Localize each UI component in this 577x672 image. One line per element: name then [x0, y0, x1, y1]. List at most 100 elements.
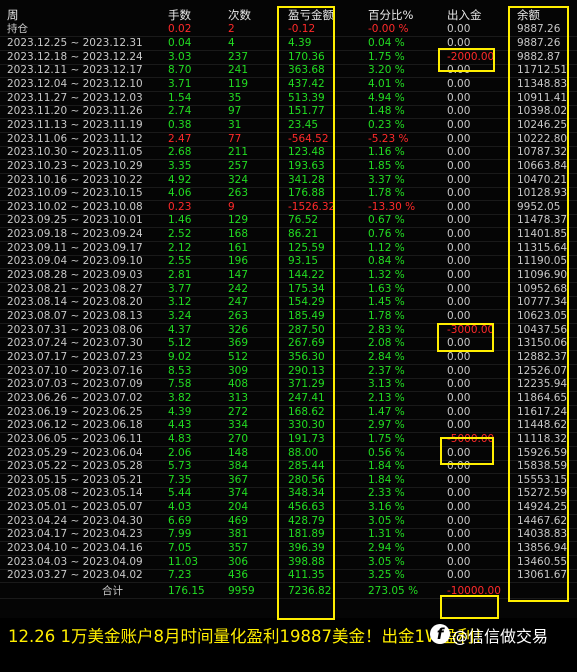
balance: 9882.87 — [517, 50, 561, 63]
trades: 270 — [228, 432, 249, 445]
highlight-box — [440, 437, 494, 465]
highlight-box — [440, 595, 499, 619]
trades: 241 — [228, 64, 249, 77]
balance: 10952.68 — [517, 282, 568, 295]
lots: 3.77 — [168, 282, 192, 295]
trades: 408 — [228, 378, 249, 391]
lots: 2.74 — [168, 105, 192, 118]
week: 2023.07.17 ~ 2023.07.23 — [7, 350, 143, 363]
column-header: 余额 — [517, 8, 540, 22]
deposit-withdraw: 0.00 — [447, 23, 471, 35]
week: 2023.11.20 ~ 2023.11.26 — [7, 105, 143, 118]
percent: 1.48 % — [368, 105, 405, 118]
profit: 125.59 — [288, 241, 325, 254]
trades: 272 — [228, 405, 249, 418]
profit: -0.12 — [288, 23, 316, 35]
profit: 428.79 — [288, 514, 325, 527]
deposit-withdraw: 0.00 — [447, 77, 471, 90]
balance: 10911.41 — [517, 91, 568, 104]
week: 2023.04.03 ~ 2023.04.09 — [7, 555, 143, 568]
profit: 23.45 — [288, 118, 319, 131]
week: 2023.07.10 ~ 2023.07.16 — [7, 364, 143, 377]
lots: 0.23 — [168, 200, 192, 213]
row-separator — [0, 541, 577, 543]
trades: 168 — [228, 228, 249, 241]
balance: 11096.90 — [517, 269, 568, 282]
percent: -5.23 % — [368, 132, 409, 145]
trades: 324 — [228, 173, 249, 186]
lots: 2.52 — [168, 228, 192, 241]
balance: 11348.83 — [517, 77, 568, 90]
lots: 4.83 — [168, 432, 192, 445]
deposit-withdraw: 0.00 — [447, 296, 471, 309]
trades: 237 — [228, 50, 249, 63]
balance: 12235.94 — [517, 378, 568, 391]
lots: 5.44 — [168, 487, 192, 500]
lots: 4.92 — [168, 173, 192, 186]
lots: 2.81 — [168, 269, 192, 282]
balance: 9887.26 — [517, 37, 561, 49]
profit: 151.77 — [288, 105, 325, 118]
row-separator — [0, 418, 577, 420]
deposit-withdraw: 0.00 — [447, 419, 471, 432]
percent: 3.20 % — [368, 64, 405, 77]
lots: 3.12 — [168, 296, 192, 309]
balance: 10623.05 — [517, 310, 568, 322]
balance: 11864.65 — [517, 391, 568, 404]
row-separator — [0, 254, 577, 256]
profit: 76.52 — [288, 214, 319, 227]
trades: 263 — [228, 310, 249, 322]
deposit-withdraw: 0.00 — [447, 528, 471, 541]
profit: 287.50 — [288, 323, 325, 336]
percent: 1.63 % — [368, 282, 405, 295]
trades: 196 — [228, 255, 249, 268]
row-separator — [0, 241, 577, 243]
week: 2023.04.17 ~ 2023.04.23 — [7, 528, 143, 541]
profit: 280.56 — [288, 473, 325, 486]
percent: 3.16 % — [368, 501, 405, 514]
row-separator — [0, 377, 577, 379]
row-separator — [0, 500, 577, 502]
balance: 10128.93 — [517, 187, 568, 200]
percent: 3.05 % — [368, 514, 405, 527]
lots: 5.12 — [168, 337, 192, 350]
percent: 1.78 % — [368, 310, 405, 322]
balance: 11190.05 — [517, 255, 568, 268]
percent: 2.97 % — [368, 419, 405, 432]
profit: 371.29 — [288, 378, 325, 391]
lots: 0.02 — [168, 23, 192, 35]
trades: 2 — [228, 23, 235, 35]
trades: 469 — [228, 514, 249, 527]
lots: 7.99 — [168, 528, 192, 541]
deposit-withdraw: 0.00 — [447, 487, 471, 500]
row-separator — [0, 336, 577, 338]
deposit-withdraw: 0.00 — [447, 269, 471, 282]
lots: 3.35 — [168, 159, 192, 172]
column-header: 盈亏金额 — [288, 8, 334, 22]
deposit-withdraw: 0.00 — [447, 241, 471, 254]
week: 2023.08.14 ~ 2023.08.20 — [7, 296, 143, 309]
balance: 14038.83 — [517, 528, 568, 541]
row-separator — [0, 404, 577, 406]
week: 2023.09.04 ~ 2023.09.10 — [7, 255, 143, 268]
week: 2023.05.01 ~ 2023.05.07 — [7, 501, 143, 514]
balance: 13856.94 — [517, 542, 568, 555]
balance: 12882.37 — [517, 350, 568, 363]
balance: 10787.32 — [517, 146, 568, 159]
deposit-withdraw: 0.00 — [447, 105, 471, 118]
week: 2023.07.31 ~ 2023.08.06 — [7, 323, 143, 336]
percent: 4.94 % — [368, 91, 405, 104]
deposit-withdraw: 0.00 — [447, 37, 471, 49]
row-separator — [0, 323, 577, 324]
balance: 9887.26 — [517, 23, 561, 35]
row-separator — [0, 432, 577, 434]
deposit-withdraw: 0.00 — [447, 118, 471, 131]
percent: 1.12 % — [368, 241, 405, 254]
lots: 0.38 — [168, 118, 192, 131]
row-separator — [0, 473, 577, 475]
profit: 356.30 — [288, 350, 325, 363]
lots: 2.55 — [168, 255, 192, 268]
column-header: 次数 — [228, 8, 251, 22]
trades: 367 — [228, 473, 249, 486]
